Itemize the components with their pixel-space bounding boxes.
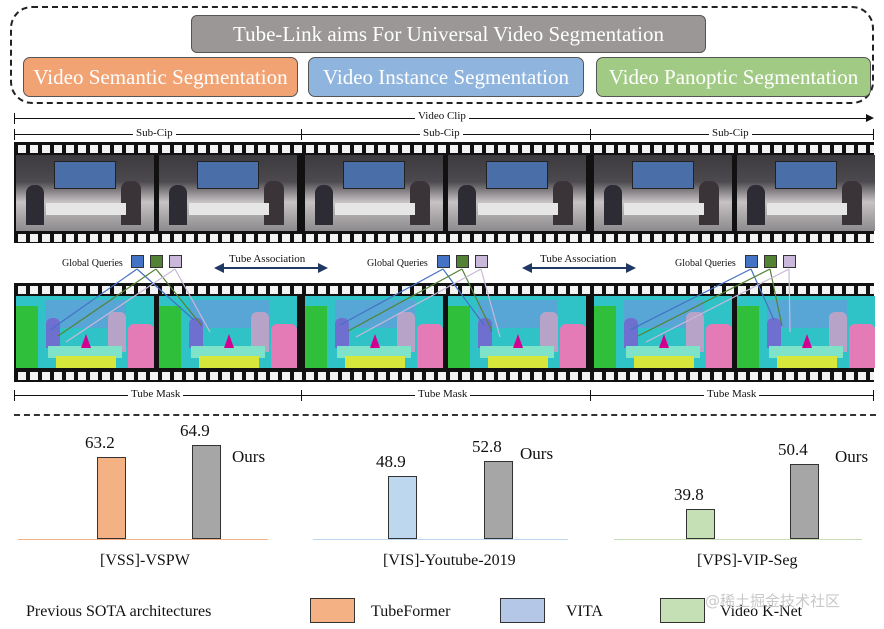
query-connection-line [155, 268, 203, 327]
query-connection-line [480, 268, 501, 338]
video-frame [159, 155, 297, 231]
query-chip-lilac [783, 255, 796, 268]
dataset-label: [VSS]-VSPW [100, 552, 190, 569]
mask-frame [159, 296, 297, 368]
legend-label-video-knet: Video K-Net [720, 603, 803, 620]
query-connection-line [788, 268, 791, 333]
dataset-label: [VPS]-VIP-Seg [697, 552, 798, 569]
global-queries-label: Global Queries [62, 258, 123, 269]
tube-association-arrow [522, 263, 636, 273]
mask-frame [594, 296, 732, 368]
tube-association-label: Tube Association [540, 253, 617, 265]
bar-ours [192, 445, 221, 539]
tube-mask-label: Tube Mask [415, 388, 471, 400]
bar-vita [388, 476, 417, 539]
tube-association-label: Tube Association [229, 253, 306, 265]
query-chip-green [764, 255, 777, 268]
query-connection-line [442, 268, 485, 326]
video-frame [305, 155, 443, 231]
bar-video-k-net [686, 509, 715, 539]
video-clip-label: Video Clip [415, 110, 469, 122]
sub-clip-label: Sub-Cip [709, 127, 752, 139]
bar-ours [484, 461, 513, 539]
query-connection-line [355, 268, 482, 338]
chart-baseline [313, 539, 568, 540]
video-frame [737, 155, 875, 231]
tube-mask-label: Tube Mask [704, 388, 760, 400]
tube-association-arrow [214, 263, 328, 273]
main-title: Tube-Link aims For Universal Video Segme… [191, 15, 706, 53]
bar-value-label: 48.9 [376, 452, 406, 471]
query-chip-lilac [169, 255, 182, 268]
sub-clip-label: Sub-Cip [133, 127, 176, 139]
query-connection-line [49, 268, 138, 331]
bar-ours [790, 464, 819, 539]
query-connection-line [136, 268, 195, 321]
legend-swatch-vita [500, 598, 545, 623]
arrow-head-icon [866, 114, 874, 122]
ours-annotation: Ours [835, 447, 869, 466]
query-connection-line [339, 268, 444, 326]
query-chip-lilac [475, 255, 488, 268]
legend-label-tubeformer: TubeFormer [371, 603, 451, 620]
legend-swatch-tubeformer [310, 598, 355, 623]
query-chip-green [456, 255, 469, 268]
query-connection-line [174, 268, 211, 333]
query-connection-line [637, 268, 771, 337]
association-arrows [214, 263, 636, 273]
dataset-label: [VIS]-Youtube-2019 [383, 552, 516, 569]
bar-value-label: 64.9 [180, 421, 210, 440]
query-connection-line [347, 268, 463, 332]
global-queries-label: Global Queries [675, 258, 736, 269]
bar-value-label: 63.2 [85, 433, 115, 452]
bar-value-label: 39.8 [674, 485, 704, 504]
query-connection-line [629, 268, 752, 331]
sub-clip-label: Sub-Cip [420, 127, 463, 139]
query-connection-line [461, 268, 493, 332]
video-frame [448, 155, 586, 231]
query-chip-blue [437, 255, 450, 268]
query-connection-lines [49, 268, 791, 343]
chart-baseline [614, 539, 862, 540]
global-queries-label: Global Queries [367, 258, 428, 269]
watermark: @稀土掘金技术社区 [705, 592, 841, 610]
task-vis-box: Video Instance Segmentation [308, 57, 584, 97]
query-connection-line [57, 268, 157, 337]
mask-frame [737, 296, 875, 368]
task-vps-box: Video Panoptic Segmentation [596, 57, 871, 97]
header-frame [10, 6, 874, 104]
bar-value-label: 50.4 [778, 440, 808, 459]
bar-tubeformer [97, 457, 126, 539]
mask-frame [305, 296, 443, 368]
tube-mask-label: Tube Mask [128, 388, 184, 400]
query-connection-line [65, 268, 176, 343]
legend-label-vita: VITA [566, 603, 603, 620]
legend-swatch-video-knet [660, 598, 705, 623]
legend-title: Previous SOTA architectures [26, 603, 212, 620]
bar-value-label: 52.8 [472, 437, 502, 456]
video-frame [594, 155, 732, 231]
chart-baseline [18, 539, 268, 540]
query-chip-blue [745, 255, 758, 268]
task-vss-box: Video Semantic Segmentation [23, 57, 298, 97]
section-divider [14, 414, 876, 416]
query-chip-green [150, 255, 163, 268]
ours-annotation: Ours [232, 447, 266, 466]
query-connection-line [645, 268, 790, 343]
query-connection-line [769, 268, 783, 327]
query-chip-blue [131, 255, 144, 268]
query-connection-line [750, 268, 775, 321]
video-frame [16, 155, 154, 231]
ours-annotation: Ours [520, 444, 554, 463]
